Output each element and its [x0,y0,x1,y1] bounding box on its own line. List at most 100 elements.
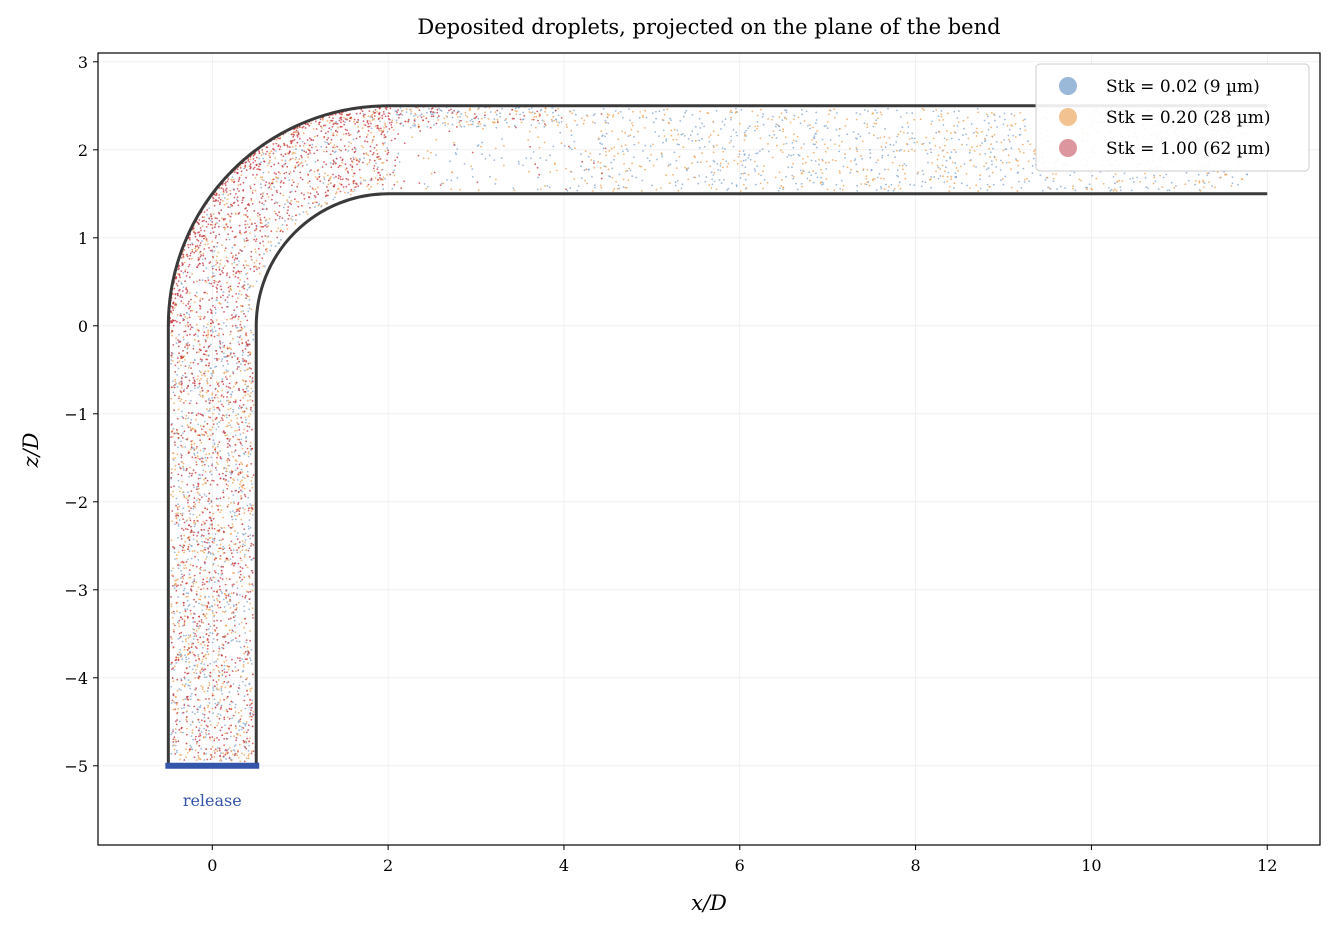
data-point [820,184,823,186]
data-point [267,224,270,227]
data-point [791,142,794,144]
data-point [182,469,185,472]
data-point [213,275,216,277]
data-point [173,612,176,615]
data-point [249,352,252,354]
data-point [230,639,233,642]
data-point [197,497,200,500]
data-point [222,516,224,519]
data-point [187,321,189,324]
data-point [942,124,945,126]
data-point [254,189,257,192]
data-point [202,469,205,472]
data-point [197,375,199,378]
data-point [352,190,355,193]
data-point [219,606,222,609]
data-point [192,469,195,472]
data-point [911,132,914,135]
data-point [199,449,202,452]
data-point [187,704,190,707]
data-point [201,545,204,547]
data-point [306,213,309,216]
data-point [249,441,252,444]
data-point [198,706,201,709]
data-point [225,594,228,597]
data-point [173,287,176,290]
data-point [238,729,241,732]
data-point [855,137,857,140]
data-point [173,669,175,671]
data-point [185,634,188,637]
data-point [202,425,205,428]
data-point [217,722,220,724]
data-point [289,171,292,174]
data-point [183,534,186,537]
data-point [198,602,200,605]
data-point [213,576,216,579]
data-point [223,226,225,229]
data-point [178,688,181,690]
data-point [839,172,841,175]
data-point [1154,180,1157,183]
data-point [189,576,192,579]
data-point [441,182,443,185]
data-point [940,115,943,118]
data-point [185,343,188,345]
data-point [216,604,219,607]
data-point [218,674,220,677]
data-point [780,185,783,187]
data-point [212,372,215,374]
data-point [249,232,251,235]
data-point [231,314,233,316]
data-point [644,109,646,112]
data-point [236,734,239,736]
data-point [536,110,539,113]
data-point [491,121,494,123]
data-point [627,135,630,138]
data-point [236,581,238,583]
data-point [237,757,240,759]
data-point [174,371,177,373]
data-point [528,170,530,173]
data-point [340,184,343,186]
data-point [527,139,530,141]
data-point [375,162,377,165]
data-point [1000,159,1002,162]
data-point [537,136,540,139]
data-point [243,605,246,608]
data-point [956,117,959,119]
data-point [248,415,250,418]
data-point [170,603,173,606]
data-point [245,731,248,734]
data-point [898,164,901,167]
data-point [231,481,234,484]
data-point [442,182,445,185]
data-point [450,108,452,111]
data-point [219,263,221,265]
data-point [273,210,276,213]
data-point [902,168,904,171]
data-point [247,310,250,313]
data-point [939,175,942,177]
data-point [797,153,800,156]
data-point [244,553,246,556]
data-point [325,146,328,149]
data-point [875,122,878,125]
data-point [962,119,965,122]
data-point [242,739,245,742]
data-point [215,199,217,201]
data-point [985,162,987,165]
data-point [173,409,176,412]
data-point [344,118,347,120]
data-point [573,109,575,112]
data-point [203,541,206,543]
data-point [170,663,173,666]
data-point [611,167,614,170]
data-point [706,112,709,114]
data-point [225,187,228,190]
data-point [842,165,845,168]
data-point [187,341,189,344]
data-point [265,181,268,184]
data-point [309,206,311,209]
data-point [262,192,264,195]
